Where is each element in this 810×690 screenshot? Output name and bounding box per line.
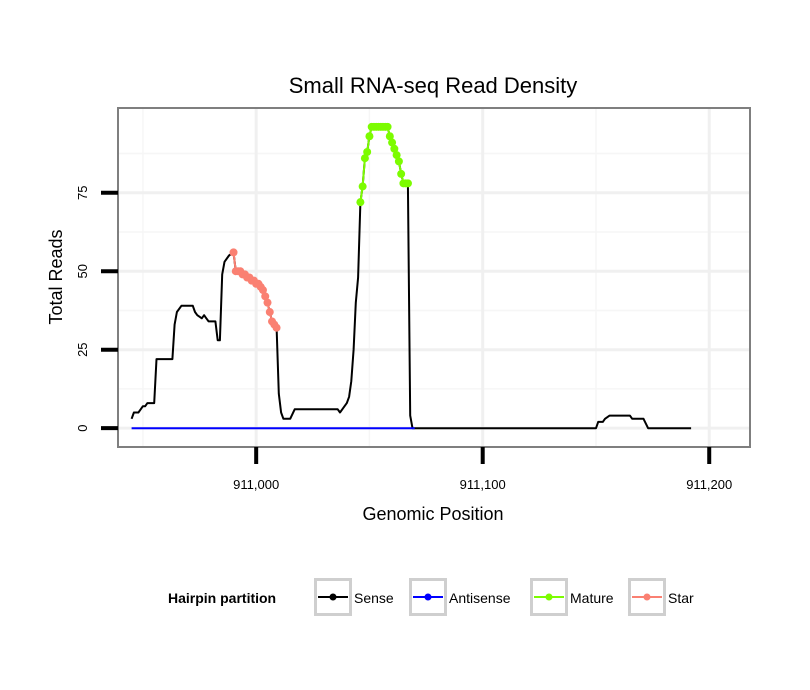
x-axis: 911,000 911,100 911,200 <box>233 447 732 492</box>
mature-point <box>388 138 397 147</box>
chart-title: Small RNA-seq Read Density <box>289 73 578 98</box>
mature-point <box>397 169 406 178</box>
x-axis-title: Genomic Position <box>362 504 503 524</box>
plot-panel <box>117 107 751 448</box>
star-point <box>263 298 272 307</box>
mature-point <box>390 144 399 153</box>
legend-key-point <box>329 593 337 601</box>
mature-point <box>392 151 401 160</box>
star-point <box>272 323 281 332</box>
mature-point <box>383 122 392 131</box>
mature-point <box>385 132 394 141</box>
legend-label-antisense: Antisense <box>449 590 511 606</box>
mature-point <box>394 157 403 166</box>
series-layer <box>130 122 692 430</box>
legend-label-mature: Mature <box>570 590 614 606</box>
legend-key-point <box>643 593 651 601</box>
legend-key-point <box>424 593 432 601</box>
y-axis-title: Total Reads <box>46 229 66 324</box>
star-point <box>261 292 270 301</box>
x-tick-label: 911,200 <box>686 477 732 492</box>
x-tick-label: 911,100 <box>460 477 506 492</box>
star-point <box>258 286 267 295</box>
legend-title: Hairpin partition <box>168 590 276 606</box>
y-tick-label: 75 <box>75 186 90 200</box>
mature-point <box>363 147 372 156</box>
star-point <box>265 308 274 317</box>
legend-key-point <box>545 593 553 601</box>
mature-point <box>365 132 374 141</box>
legend-label-sense: Sense <box>354 590 394 606</box>
y-tick-label: 50 <box>75 264 90 278</box>
y-axis: 0 25 50 75 <box>75 186 118 432</box>
x-tick-label: 911,000 <box>233 477 279 492</box>
mature-point <box>358 182 367 191</box>
mature-point <box>403 179 412 188</box>
y-tick-label: 25 <box>75 342 90 356</box>
mature-point <box>356 198 365 207</box>
legend-label-star: Star <box>668 590 694 606</box>
legend: Hairpin partition Sense Antisense Mature St… <box>168 578 694 616</box>
star-point <box>229 248 238 257</box>
mature-point <box>360 154 369 163</box>
y-tick-label: 0 <box>75 425 90 432</box>
